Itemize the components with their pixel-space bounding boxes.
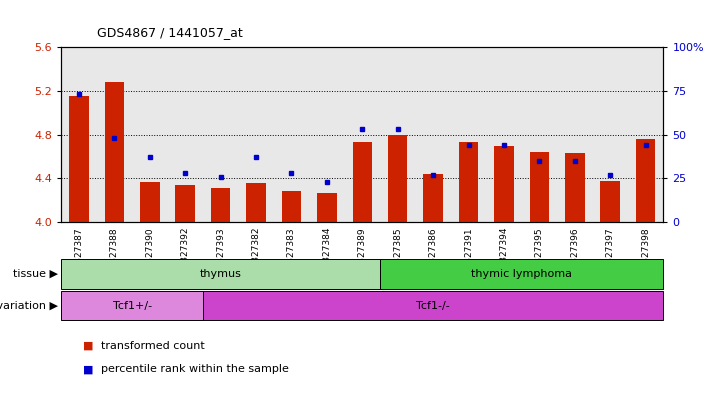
Text: tissue ▶: tissue ▶ — [13, 269, 58, 279]
Text: Tcf1-/-: Tcf1-/- — [416, 301, 450, 310]
Bar — [69, 96, 89, 222]
Bar — [61, 291, 203, 320]
Text: thymus: thymus — [200, 269, 242, 279]
Bar — [203, 291, 663, 320]
Bar — [247, 183, 266, 222]
Text: thymic lymphoma: thymic lymphoma — [471, 269, 572, 279]
Bar — [388, 134, 407, 222]
Text: Tcf1+/-: Tcf1+/- — [112, 301, 151, 310]
Bar — [601, 180, 620, 222]
Bar — [140, 182, 159, 222]
Bar — [317, 193, 337, 222]
Bar — [494, 145, 513, 222]
Text: percentile rank within the sample: percentile rank within the sample — [101, 364, 289, 375]
Text: transformed count: transformed count — [101, 341, 205, 351]
Bar — [353, 142, 372, 222]
Bar — [175, 185, 195, 222]
Bar — [530, 152, 549, 222]
Text: GDS4867 / 1441057_at: GDS4867 / 1441057_at — [97, 26, 243, 39]
Text: ■: ■ — [83, 364, 94, 375]
Bar — [459, 142, 478, 222]
Bar — [105, 82, 124, 222]
Bar — [380, 259, 663, 289]
Text: ■: ■ — [83, 341, 94, 351]
Bar — [282, 191, 301, 222]
Bar — [636, 139, 655, 222]
Bar — [211, 188, 231, 222]
Bar — [565, 153, 585, 222]
Bar — [61, 259, 380, 289]
Bar — [423, 174, 443, 222]
Text: genotype/variation ▶: genotype/variation ▶ — [0, 301, 58, 310]
